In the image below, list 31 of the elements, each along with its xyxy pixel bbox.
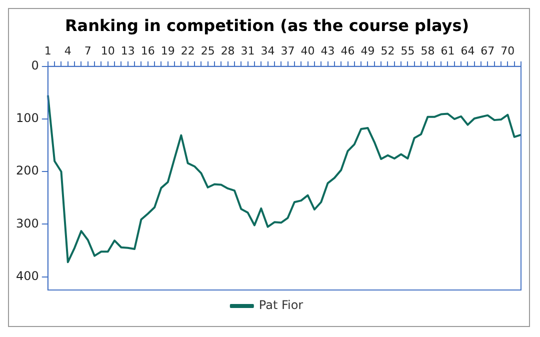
y-tick-label: 0 [31, 58, 39, 73]
chart-title: Ranking in competition (as the course plays) [64, 16, 470, 35]
y-tick-label: 400 [16, 268, 39, 283]
x-tick-label: 43 [320, 44, 335, 58]
y-tick-label: 100 [16, 111, 39, 126]
x-tick-label: 16 [140, 44, 155, 58]
x-tick-label: 64 [460, 44, 475, 58]
x-tick-label: 7 [84, 44, 92, 58]
x-tick-label: 28 [220, 44, 235, 58]
x-tick-label: 61 [440, 44, 455, 58]
y-tick-label: 200 [16, 164, 39, 178]
x-tick-label: 55 [400, 44, 415, 58]
x-tick-label: 13 [120, 44, 135, 58]
x-tick-label: 46 [340, 44, 355, 58]
x-tick-label: 31 [240, 44, 255, 58]
x-tick-label: 49 [360, 44, 375, 58]
x-tick-label: 70 [500, 44, 515, 58]
x-tick-label: 19 [160, 44, 175, 58]
x-tick-label: 34 [260, 44, 275, 58]
x-tick-label: 4 [64, 44, 72, 58]
x-tick-label: 58 [420, 44, 435, 58]
x-tick-label: 52 [380, 44, 395, 58]
legend-label: Pat Fior [258, 298, 304, 312]
x-tick-label: 1 [44, 44, 52, 58]
y-tick-label: 300 [16, 216, 39, 230]
x-tick-label: 22 [180, 44, 195, 58]
x-tick-label: 67 [480, 44, 495, 58]
x-tick-label: 10 [100, 44, 115, 58]
x-tick-label: 25 [200, 44, 215, 58]
x-tick-label: 37 [280, 44, 295, 58]
x-tick-label: 40 [300, 44, 315, 58]
